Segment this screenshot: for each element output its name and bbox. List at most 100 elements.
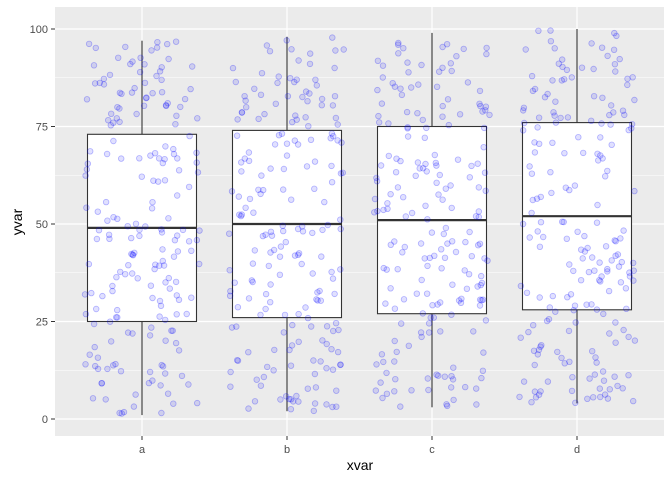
data-point xyxy=(332,47,339,54)
data-point xyxy=(107,110,115,117)
data-point xyxy=(602,173,609,180)
data-point xyxy=(448,204,455,212)
data-point xyxy=(481,255,488,262)
data-point xyxy=(136,68,144,76)
data-point xyxy=(597,393,604,401)
data-point xyxy=(417,329,425,336)
data-point xyxy=(289,321,296,329)
data-point xyxy=(391,337,398,345)
data-point xyxy=(579,255,586,262)
data-point xyxy=(421,134,428,141)
data-point xyxy=(619,107,627,114)
data-point xyxy=(436,171,443,179)
data-point xyxy=(90,62,98,69)
data-point xyxy=(391,305,399,312)
data-point xyxy=(92,305,100,313)
data-point xyxy=(590,92,598,100)
data-point xyxy=(286,346,293,354)
data-point xyxy=(186,132,193,140)
data-point xyxy=(188,294,195,301)
data-point xyxy=(435,191,442,198)
data-point xyxy=(91,343,98,351)
data-point xyxy=(575,133,582,141)
data-point xyxy=(560,218,567,226)
data-point xyxy=(405,342,412,349)
data-point xyxy=(166,285,173,292)
data-point xyxy=(600,377,608,384)
data-point xyxy=(110,119,117,126)
data-point xyxy=(154,178,162,185)
data-point xyxy=(535,346,543,353)
data-point xyxy=(113,115,120,122)
data-point xyxy=(391,238,398,245)
data-point xyxy=(318,101,325,109)
data-point xyxy=(299,93,306,101)
data-point xyxy=(383,266,390,273)
data-point xyxy=(578,246,585,253)
data-point xyxy=(295,57,302,64)
data-point xyxy=(555,60,562,67)
data-point xyxy=(558,77,565,84)
data-point xyxy=(442,224,450,232)
data-point xyxy=(547,38,555,45)
data-point xyxy=(570,307,577,314)
data-point xyxy=(194,115,201,122)
data-point xyxy=(337,225,344,233)
x-tick-label: d xyxy=(574,444,580,456)
data-point xyxy=(159,363,167,370)
data-point xyxy=(90,320,98,328)
data-point xyxy=(374,207,381,215)
data-point xyxy=(317,358,324,365)
data-point xyxy=(486,111,493,119)
data-point xyxy=(194,169,202,176)
data-point xyxy=(164,99,171,107)
data-point xyxy=(295,338,302,345)
data-point xyxy=(531,149,539,156)
data-point xyxy=(596,277,603,284)
data-point xyxy=(476,100,483,107)
data-point xyxy=(623,305,630,312)
data-point xyxy=(323,365,330,372)
data-point xyxy=(295,398,302,405)
data-point xyxy=(337,266,344,273)
data-point xyxy=(262,305,269,313)
data-point xyxy=(589,348,596,355)
data-point xyxy=(172,38,180,45)
data-point xyxy=(138,173,145,180)
data-point xyxy=(457,299,465,306)
data-point xyxy=(245,295,253,302)
data-point xyxy=(387,190,394,198)
data-point xyxy=(127,60,134,68)
data-point xyxy=(136,155,143,162)
data-point xyxy=(161,316,169,324)
data-point xyxy=(299,228,307,235)
data-point xyxy=(263,42,271,49)
data-point xyxy=(257,311,264,319)
data-point xyxy=(478,279,486,287)
data-point xyxy=(528,399,535,406)
data-point xyxy=(540,233,547,241)
data-point xyxy=(319,337,326,344)
data-point xyxy=(102,396,109,403)
data-point xyxy=(329,34,336,41)
data-point xyxy=(107,122,114,129)
data-point xyxy=(531,388,539,395)
data-point xyxy=(382,300,389,307)
data-point xyxy=(594,201,601,209)
data-point xyxy=(577,277,585,284)
data-point xyxy=(408,387,415,394)
data-point xyxy=(443,401,450,408)
y-tick-label: 50 xyxy=(36,219,48,231)
data-point xyxy=(433,371,440,378)
data-point xyxy=(449,376,457,383)
data-point xyxy=(408,209,416,217)
data-point xyxy=(82,172,89,179)
data-point xyxy=(373,174,380,182)
data-point xyxy=(132,220,140,227)
data-point xyxy=(621,111,628,119)
data-point xyxy=(134,275,141,282)
data-point xyxy=(392,168,400,176)
data-point xyxy=(613,32,620,40)
data-point xyxy=(561,149,568,157)
